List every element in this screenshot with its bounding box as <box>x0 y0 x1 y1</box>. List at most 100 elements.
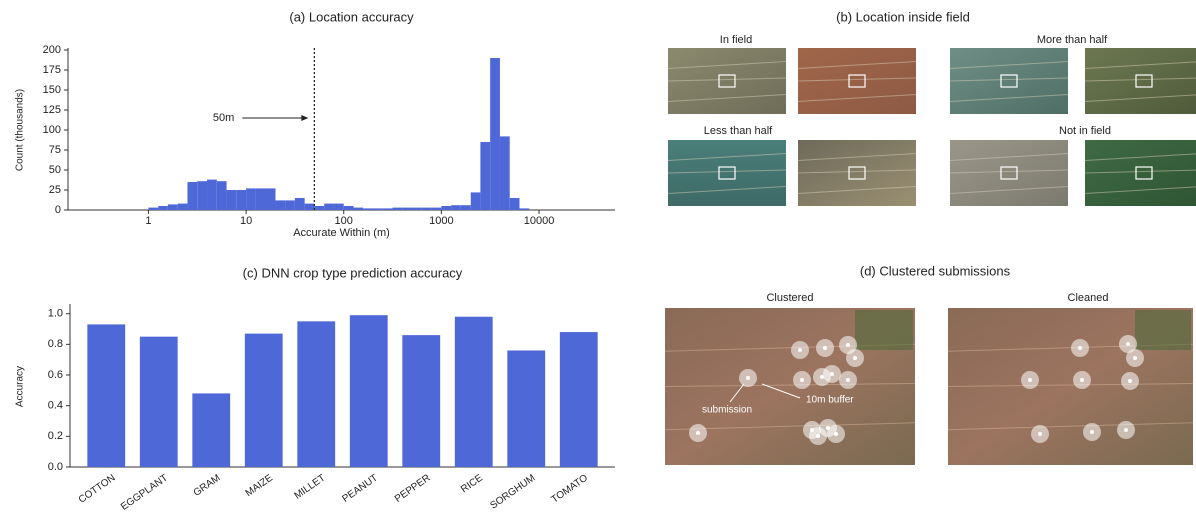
x-axis-label: Accurate Within (m) <box>293 227 390 239</box>
bar <box>507 350 545 467</box>
submission-point <box>1090 430 1094 434</box>
histogram-bar <box>490 58 500 210</box>
histogram-bar <box>441 206 451 210</box>
y-tick-label: 125 <box>43 104 61 116</box>
histogram-bar <box>158 206 168 210</box>
submission-point <box>1126 342 1130 346</box>
histogram-bar <box>148 208 158 210</box>
histogram-bar <box>207 180 217 210</box>
y-tick-label: 0.8 <box>48 338 63 350</box>
histogram-bar <box>402 208 412 210</box>
histogram-bar <box>246 188 256 210</box>
bar <box>350 315 388 467</box>
y-tick-label: 150 <box>43 84 61 96</box>
submission-point <box>853 356 857 360</box>
image-label: Cleaned <box>1068 292 1109 304</box>
histogram-bar <box>373 208 383 210</box>
y-tick-label: 1.0 <box>48 308 63 320</box>
image-label: Not in field <box>1059 125 1111 137</box>
x-tick-label: 1 <box>145 215 151 227</box>
y-tick-label: 100 <box>43 124 61 136</box>
histogram-bar <box>432 208 442 210</box>
histogram-bar <box>451 205 461 210</box>
submission-point <box>816 434 820 438</box>
annotation: 50m <box>213 112 234 124</box>
image-label: In field <box>720 34 752 46</box>
y-tick-label: 0.0 <box>48 461 63 473</box>
y-tick-label: 0.4 <box>48 400 63 412</box>
histogram-bar <box>393 208 403 210</box>
bar <box>560 332 598 467</box>
y-tick-label: 0 <box>55 204 61 216</box>
histogram-bar <box>217 181 227 210</box>
bar <box>245 334 283 467</box>
histogram-bar <box>500 136 510 210</box>
x-tick-label: PEPPER <box>393 473 433 505</box>
bar <box>402 335 440 467</box>
chart-title: (a) Location accuracy <box>289 9 414 24</box>
panel-title: (d) Clustered submissions <box>860 263 1011 278</box>
histogram-bar <box>519 208 529 210</box>
x-tick-label: PEANUT <box>340 473 380 505</box>
image-label: Less than half <box>704 125 773 137</box>
histogram-bar <box>285 200 295 210</box>
y-tick-label: 175 <box>43 64 61 76</box>
histogram-bar <box>314 206 324 210</box>
histogram-bar <box>510 198 520 210</box>
submission-point <box>834 432 838 436</box>
histogram-bar <box>383 208 393 210</box>
x-tick-label: 10 <box>240 215 252 227</box>
y-tick-label: 0.6 <box>48 369 63 381</box>
vegetation <box>1135 310 1191 350</box>
submission-point <box>1124 428 1128 432</box>
x-tick-label: SORGHUM <box>488 473 537 512</box>
x-tick-label: RICE <box>459 472 485 495</box>
x-tick-label: MILLET <box>292 473 327 502</box>
submission-point <box>846 378 850 382</box>
figure: (b) Location inside field In field More … <box>0 0 1196 517</box>
histogram-bar <box>461 205 471 210</box>
x-tick-label: MAIZE <box>244 472 276 499</box>
histogram-bar <box>227 190 237 210</box>
y-tick-label: 25 <box>49 184 61 196</box>
submission-point <box>798 348 802 352</box>
bar <box>87 324 125 467</box>
submission-point <box>1028 378 1032 382</box>
histogram-bar <box>334 204 344 210</box>
submission-point <box>1128 379 1132 383</box>
histogram-bar <box>363 208 373 210</box>
submission-point <box>1080 378 1084 382</box>
submission-point <box>846 343 850 347</box>
submission-point <box>1078 346 1082 350</box>
histogram-bar <box>197 181 207 210</box>
y-tick-label: 0.2 <box>48 430 63 442</box>
histogram-bar <box>187 182 197 210</box>
bar <box>140 337 178 467</box>
image-label: Clustered <box>766 292 813 304</box>
histogram-bar <box>305 204 315 210</box>
y-axis-label: Accuracy <box>15 366 26 407</box>
submission-point <box>830 372 834 376</box>
x-tick-label: 100 <box>335 215 353 227</box>
submission-point <box>823 346 827 350</box>
chart-title: (c) DNN crop type prediction accuracy <box>243 265 463 280</box>
submission-point <box>800 378 804 382</box>
bar <box>297 321 335 467</box>
histogram-bar <box>256 188 266 210</box>
histogram-bar <box>354 208 364 210</box>
bar <box>455 317 493 467</box>
submission-point <box>1038 432 1042 436</box>
annotation: submission <box>702 405 752 416</box>
annotation: 10m buffer <box>806 395 854 406</box>
histogram-bar <box>344 206 354 210</box>
submission-point <box>746 376 750 380</box>
x-tick-label: 1000 <box>429 215 453 227</box>
panel-title: (b) Location inside field <box>836 9 970 24</box>
histogram-bar <box>265 188 275 210</box>
y-tick-label: 50 <box>49 164 61 176</box>
histogram-bar <box>275 200 285 210</box>
x-tick-label: COTTON <box>77 473 118 506</box>
histogram-bar <box>295 198 305 210</box>
x-tick-label: GRAM <box>192 473 223 499</box>
histogram-bar <box>178 204 188 210</box>
